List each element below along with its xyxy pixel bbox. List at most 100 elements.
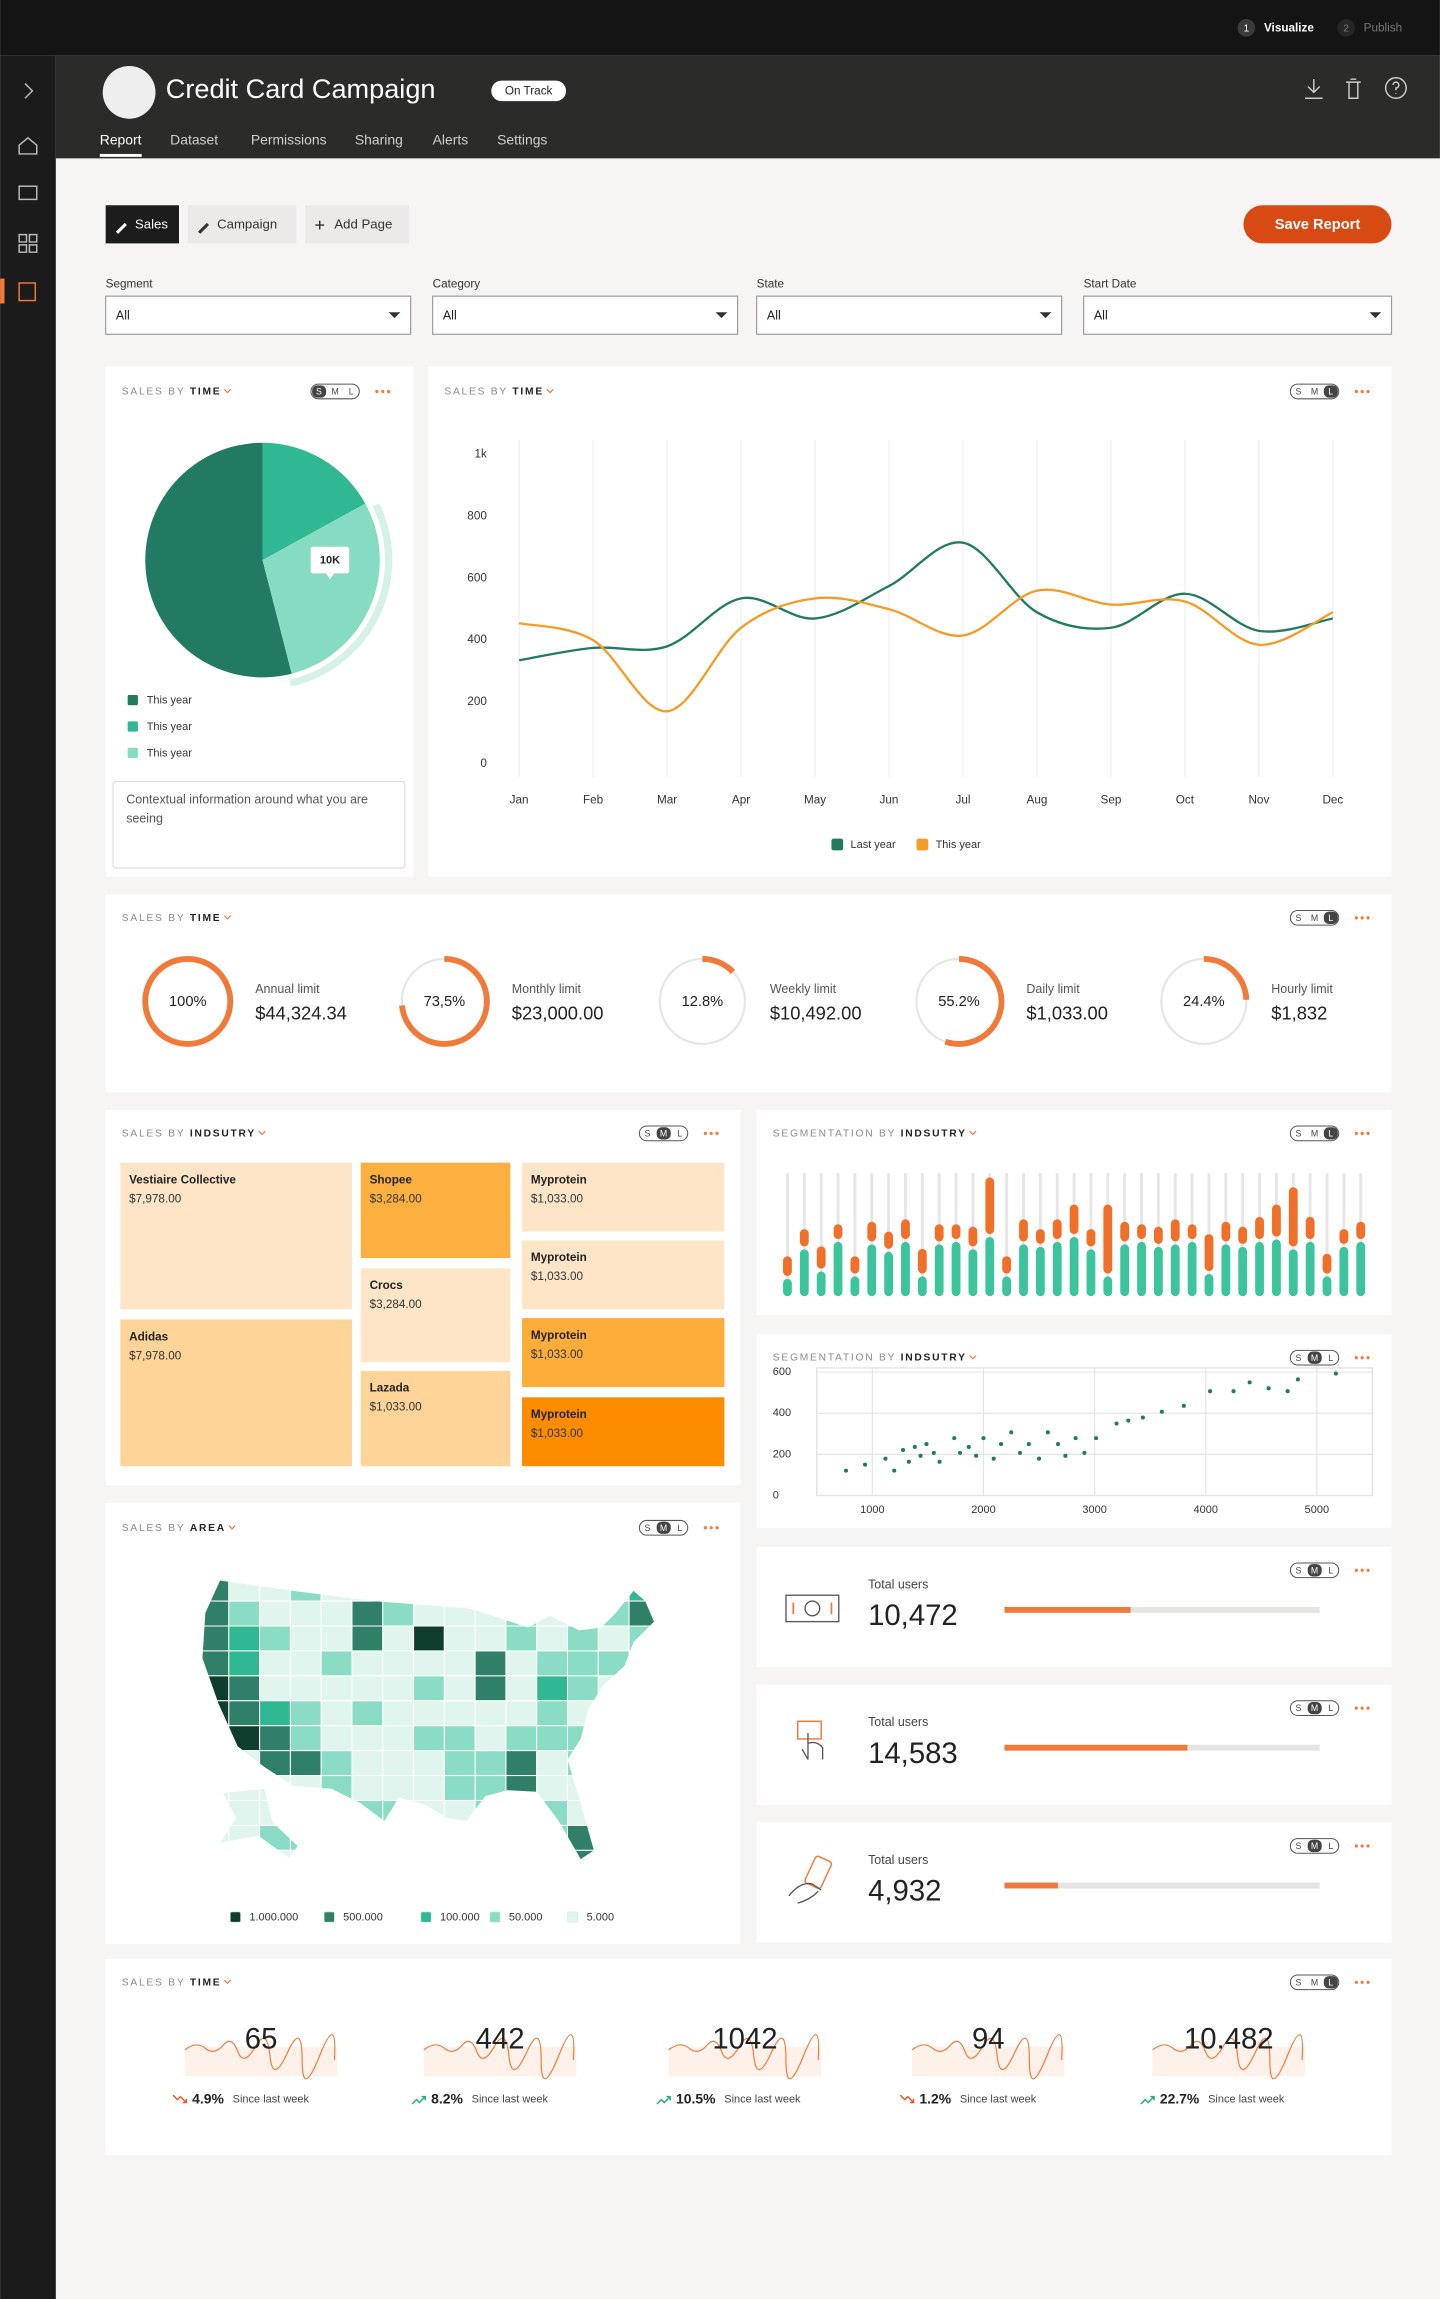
filter-select[interactable]	[432, 295, 739, 335]
more-dot[interactable]	[1354, 1356, 1358, 1360]
more-dot[interactable]	[1366, 389, 1370, 394]
more-dot[interactable]	[1354, 1706, 1358, 1710]
size-option[interactable]: S	[1295, 1703, 1301, 1713]
step-label[interactable]: Visualize	[1264, 22, 1314, 35]
more-dot[interactable]	[375, 389, 379, 394]
size-option[interactable]: M	[1311, 1353, 1318, 1363]
more-dot[interactable]	[1360, 389, 1364, 394]
more-dot[interactable]	[1360, 1706, 1364, 1710]
size-option[interactable]: M	[660, 1523, 667, 1533]
more-dot[interactable]	[1360, 916, 1364, 920]
more-dot[interactable]	[1354, 389, 1358, 394]
filter-select[interactable]	[105, 295, 412, 335]
size-option[interactable]: L	[1328, 1703, 1333, 1713]
size-option[interactable]: S	[1295, 913, 1301, 923]
tab[interactable]: Sharing	[355, 131, 403, 147]
size-option[interactable]: S	[1295, 1841, 1301, 1851]
tab[interactable]: Dataset	[170, 131, 218, 147]
home-icon[interactable]	[18, 136, 38, 155]
size-option[interactable]: M	[1311, 1128, 1318, 1138]
size-option[interactable]: M	[1311, 913, 1318, 923]
more-dot[interactable]	[715, 1526, 719, 1530]
size-option[interactable]: M	[331, 387, 338, 397]
tab[interactable]: Permissions	[251, 131, 327, 147]
more-dot[interactable]	[1366, 1356, 1370, 1360]
more-dot[interactable]	[1360, 1131, 1364, 1135]
size-option[interactable]: M	[1311, 1565, 1318, 1575]
more-dot[interactable]	[1366, 1844, 1370, 1848]
size-option[interactable]: L	[1328, 1128, 1333, 1138]
more-dot[interactable]	[1360, 1980, 1364, 1984]
size-option[interactable]: M	[1311, 1841, 1318, 1851]
more-dot[interactable]	[1366, 1706, 1370, 1710]
more-dot[interactable]	[1366, 1131, 1370, 1135]
size-option[interactable]: S	[644, 1523, 650, 1533]
more-dot[interactable]	[1366, 1980, 1370, 1984]
tab[interactable]: Report	[100, 131, 142, 147]
more-dot[interactable]	[381, 389, 385, 394]
x-tick-label: Sep	[1101, 794, 1122, 807]
tab[interactable]: Alerts	[433, 131, 469, 147]
size-option[interactable]: L	[1328, 1977, 1333, 1987]
size-option[interactable]: S	[1295, 1128, 1301, 1138]
title-chevron[interactable]	[223, 388, 232, 394]
size-option[interactable]: S	[1295, 387, 1301, 397]
save-button[interactable]	[1243, 205, 1392, 244]
more-dot[interactable]	[1366, 916, 1370, 920]
size-option[interactable]: M	[1311, 1977, 1318, 1987]
reports-icon[interactable]	[18, 185, 38, 201]
more-dot[interactable]	[715, 1131, 719, 1135]
more-dot[interactable]	[703, 1131, 707, 1135]
tab[interactable]: Settings	[497, 131, 547, 147]
size-option[interactable]: S	[644, 1128, 650, 1138]
more-dot[interactable]	[1354, 1131, 1358, 1135]
step-label[interactable]: Publish	[1364, 22, 1402, 35]
expand-icon[interactable]	[24, 83, 34, 99]
more-dot[interactable]	[1354, 1844, 1358, 1848]
filter-select[interactable]	[1083, 295, 1393, 335]
title-chevron[interactable]	[258, 1130, 266, 1136]
download-icon[interactable]	[1305, 79, 1323, 99]
more-dot[interactable]	[1360, 1844, 1364, 1848]
size-option[interactable]: L	[677, 1128, 682, 1138]
filter-label: State	[757, 278, 784, 291]
title-chevron[interactable]	[228, 1525, 236, 1530]
size-option[interactable]: S	[316, 387, 322, 397]
more-dot[interactable]	[709, 1526, 713, 1530]
region	[289, 1600, 322, 1627]
more-dot[interactable]	[1354, 916, 1358, 920]
title-chevron[interactable]	[969, 1355, 977, 1360]
more-dot[interactable]	[387, 389, 391, 394]
campaign-icon[interactable]	[18, 282, 37, 302]
size-option[interactable]: M	[1311, 1703, 1318, 1713]
bar-segment	[1339, 1246, 1349, 1297]
size-option[interactable]: L	[1328, 913, 1333, 923]
more-dot[interactable]	[703, 1526, 707, 1530]
size-option[interactable]: M	[1311, 387, 1318, 397]
title-chevron[interactable]	[546, 388, 554, 394]
more-dot[interactable]	[1354, 1980, 1358, 1984]
size-option[interactable]: M	[660, 1128, 667, 1138]
title-chevron[interactable]	[969, 1130, 977, 1136]
size-option[interactable]: S	[1295, 1353, 1301, 1363]
more-dot[interactable]	[1354, 1568, 1358, 1572]
page-button[interactable]	[105, 205, 179, 244]
size-option[interactable]: S	[1295, 1565, 1301, 1575]
size-option[interactable]: S	[1295, 1977, 1301, 1987]
more-dot[interactable]	[1366, 1568, 1370, 1572]
size-option[interactable]: L	[1328, 1565, 1333, 1575]
size-option[interactable]: L	[1328, 1841, 1333, 1851]
help-icon[interactable]	[1384, 76, 1407, 99]
delete-icon[interactable]	[1346, 78, 1361, 99]
apps-icon[interactable]	[18, 233, 38, 253]
filter-select[interactable]	[756, 295, 1063, 335]
size-option[interactable]: L	[349, 387, 354, 397]
size-option[interactable]: L	[677, 1523, 682, 1533]
title-chevron[interactable]	[223, 1979, 232, 1985]
more-dot[interactable]	[1360, 1568, 1364, 1572]
title-chevron[interactable]	[223, 915, 232, 920]
size-option[interactable]: L	[1328, 387, 1333, 397]
size-option[interactable]: L	[1328, 1353, 1333, 1363]
more-dot[interactable]	[709, 1131, 713, 1135]
more-dot[interactable]	[1360, 1356, 1364, 1360]
